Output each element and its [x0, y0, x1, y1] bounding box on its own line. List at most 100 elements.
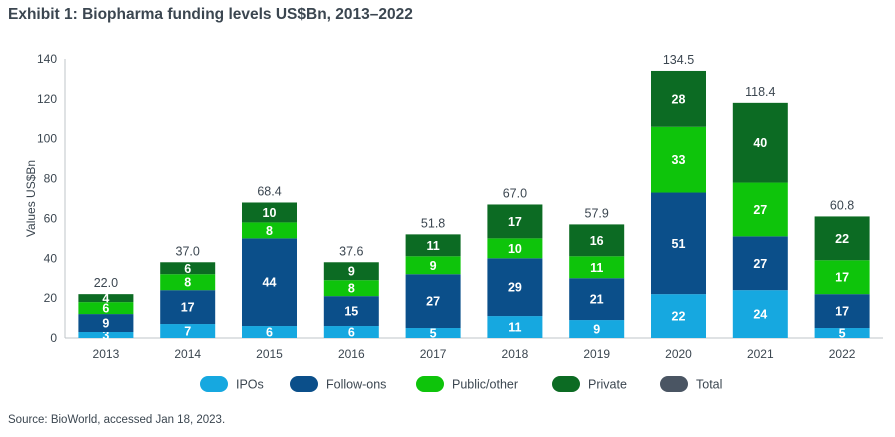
legend-label: IPOs: [236, 378, 264, 392]
bar-segment-private: [78, 294, 134, 303]
bar-segment-follow-ons: [78, 314, 134, 333]
legend-swatch-total: [660, 376, 688, 392]
bar-segment-public-other: [569, 256, 625, 279]
segment-value-label: 5: [430, 327, 437, 341]
bar-segment-public-other: [242, 222, 297, 239]
bar-segment-public-other: [732, 182, 788, 237]
source-note: Source: BioWorld, accessed Jan 18, 2023.: [8, 414, 226, 426]
y-tick-label: 140: [37, 52, 57, 66]
x-tick-label: 2013: [93, 347, 120, 361]
total-value-label: 22.0: [94, 276, 118, 290]
segment-value-label: 8: [184, 276, 191, 290]
total-value-label: 134.5: [663, 53, 694, 67]
segment-value-label: 22: [835, 232, 849, 246]
total-value-label: 57.9: [585, 206, 609, 220]
bar-segment-public-other: [160, 274, 216, 291]
segment-value-label: 17: [835, 271, 849, 285]
bar-segment-private: [160, 262, 216, 275]
bar-segment-ipos: [732, 290, 788, 338]
bar-segment-follow-ons: [405, 274, 461, 329]
segment-value-label: 17: [835, 305, 849, 319]
segment-value-label: 27: [753, 203, 767, 217]
segment-value-label: 21: [590, 293, 604, 307]
segment-value-label: 5: [839, 327, 846, 341]
segment-value-label: 7: [184, 325, 191, 339]
bar-segment-follow-ons: [160, 290, 216, 325]
total-value-label: 67.0: [503, 186, 527, 200]
segment-value-label: 16: [590, 234, 604, 248]
total-value-label: 60.8: [830, 198, 854, 212]
bar-segment-public-other: [78, 302, 134, 315]
bar-segment-public-other: [323, 280, 379, 297]
bar-segment-follow-ons: [732, 236, 788, 291]
bar-segment-follow-ons: [323, 296, 379, 327]
bar-segment-private: [651, 70, 706, 127]
chart-title: Exhibit 1: Biopharma funding levels US$B…: [8, 6, 413, 23]
segment-value-label: 6: [348, 326, 355, 340]
segment-value-label: 28: [672, 92, 686, 106]
segment-value-label: 17: [508, 215, 522, 229]
legend-swatch-follow-ons: [290, 376, 318, 392]
segment-value-label: 11: [590, 261, 603, 275]
bar-segment-ipos: [78, 332, 134, 338]
x-tick-label: 2021: [747, 347, 774, 361]
segment-value-label: 9: [593, 323, 600, 337]
segment-value-label: 44: [263, 276, 277, 290]
legend-swatch-public-other: [416, 376, 444, 392]
segment-value-label: 4: [102, 292, 109, 306]
bar-segment-public-other: [651, 126, 706, 193]
bar-segment-private: [569, 224, 625, 257]
total-value-label: 51.8: [421, 216, 445, 230]
bar-segment-ipos: [323, 326, 379, 338]
total-value-label: 37.0: [176, 244, 200, 258]
total-value-label: 37.6: [339, 244, 363, 258]
bar-segment-ipos: [569, 320, 625, 338]
bar-segment-private: [323, 262, 379, 281]
bar-segment-public-other: [487, 238, 543, 259]
bar-segment-ipos: [242, 326, 297, 338]
y-tick-label: 80: [44, 172, 58, 186]
bar-segment-public-other: [814, 260, 870, 295]
bar-segment-private: [242, 202, 297, 223]
legend-swatch-private: [552, 376, 580, 392]
x-tick-label: 2017: [420, 347, 447, 361]
segment-value-label: 9: [430, 259, 437, 273]
total-value-label: 68.4: [257, 184, 281, 198]
segment-value-label: 9: [348, 265, 355, 279]
segment-value-label: 3: [102, 329, 109, 343]
y-tick-label: 20: [44, 291, 58, 305]
bar-segment-follow-ons: [242, 238, 297, 327]
segment-value-label: 6: [102, 302, 109, 316]
segment-value-label: 29: [508, 281, 522, 295]
segment-value-label: 11: [508, 321, 521, 335]
y-tick-label: 0: [50, 331, 57, 345]
x-tick-label: 2016: [338, 347, 365, 361]
segment-value-label: 24: [753, 308, 767, 322]
bar-segment-private: [732, 102, 788, 183]
bar-segment-follow-ons: [487, 258, 543, 317]
total-value-label: 118.4: [745, 85, 775, 99]
segment-value-label: 8: [348, 282, 355, 296]
y-tick-label: 100: [37, 132, 57, 146]
segment-value-label: 33: [672, 153, 686, 167]
bar-segment-private: [405, 234, 461, 257]
segment-value-label: 40: [753, 136, 767, 150]
bar-segment-follow-ons: [569, 278, 625, 321]
x-tick-label: 2014: [174, 347, 201, 361]
y-tick-label: 120: [37, 92, 57, 106]
x-tick-label: 2019: [583, 347, 610, 361]
bar-segment-ipos: [487, 316, 543, 338]
legend-label: Public/other: [452, 378, 518, 392]
segment-value-label: 17: [181, 301, 195, 315]
bar-segment-ipos: [160, 324, 216, 338]
segment-value-label: 27: [426, 295, 440, 309]
y-axis-title: Values US$Bn: [24, 160, 38, 237]
bar-segment-ipos: [651, 294, 706, 338]
segment-value-label: 15: [344, 305, 358, 319]
bar-segment-private: [487, 204, 543, 239]
legend-swatch-ipos: [200, 376, 228, 392]
bar-segment-ipos: [814, 328, 870, 338]
segment-value-label: 6: [184, 262, 191, 276]
segment-value-label: 10: [263, 206, 277, 220]
segment-value-label: 10: [508, 242, 522, 256]
